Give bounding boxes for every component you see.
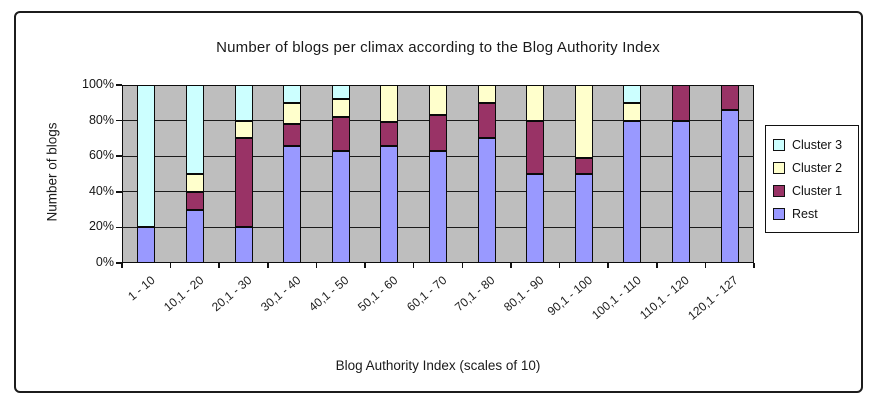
x-axis-tick-mark [607, 263, 609, 268]
bar-segment-cluster-1 [574, 157, 593, 174]
bar-segment-rest [331, 150, 350, 263]
legend-color-swatch [773, 207, 785, 220]
bar-segment-cluster-1 [429, 115, 447, 151]
legend-label: Rest [792, 206, 818, 221]
bar-segment-cluster-1 [331, 117, 350, 151]
legend-color-swatch [773, 161, 785, 174]
y-axis-tick-label: 20% [88, 219, 114, 234]
legend-label: Cluster 2 [792, 160, 843, 175]
bar-segment-rest [380, 145, 399, 263]
bar-segment-cluster-2 [234, 120, 253, 139]
x-axis-tick-mark [655, 263, 658, 268]
bar-segment-rest [623, 120, 642, 263]
x-axis-tick-mark [412, 263, 415, 268]
x-axis-tick-mark [169, 263, 172, 268]
stacked-bar [623, 85, 642, 263]
y-axis-tick-mark [116, 191, 122, 193]
y-axis-tick-mark [116, 84, 122, 86]
y-axis-tick-mark [116, 155, 122, 157]
legend-color-swatch [773, 184, 785, 197]
y-axis-tick-mark [116, 119, 122, 122]
x-axis-tick-mark [753, 263, 755, 268]
bar-segment-cluster-1 [477, 102, 496, 139]
y-axis-tick-mark [116, 226, 122, 229]
bar-segment-cluster-3 [623, 85, 642, 103]
x-axis-tick-mark [218, 263, 221, 268]
bar-segment-cluster-3 [137, 85, 156, 228]
stacked-bar [380, 85, 399, 263]
y-axis-tick-label: 60% [88, 148, 114, 163]
bar-segment-cluster-1 [672, 85, 691, 121]
bar-segment-cluster-2 [185, 174, 204, 192]
legend-label: Cluster 1 [792, 183, 843, 198]
bar-segment-rest [185, 209, 204, 263]
stacked-bar [720, 85, 739, 263]
bar-segment-cluster-3 [283, 85, 302, 103]
y-axis-title: Number of blogs [44, 122, 60, 222]
x-axis-tick-mark [558, 263, 561, 268]
y-axis-tick-label: 40% [88, 183, 114, 198]
bar-segment-cluster-1 [380, 122, 399, 146]
legend-label: Cluster 3 [792, 137, 843, 152]
stacked-bar [526, 85, 545, 263]
bar-segment-cluster-1 [720, 85, 739, 110]
bar-segment-cluster-2 [477, 85, 496, 103]
bar-segment-rest [526, 174, 545, 263]
bar-segment-cluster-1 [526, 120, 545, 174]
bar-segment-cluster-3 [234, 85, 253, 121]
bar-segment-cluster-1 [185, 191, 204, 210]
bar-segment-cluster-2 [526, 85, 545, 121]
x-axis-tick-mark [315, 263, 318, 268]
x-axis-tick-mark [364, 263, 366, 268]
bar-segment-cluster-1 [283, 124, 302, 146]
bar-segment-rest [574, 174, 593, 263]
y-axis-tick-mark [116, 262, 122, 264]
bar-segment-cluster-2 [574, 85, 593, 158]
y-axis-tick-label: 100% [82, 77, 114, 91]
stacked-bar [429, 85, 447, 263]
stacked-bar [331, 85, 350, 263]
bar-segment-rest [283, 145, 302, 263]
y-axis-tick-label: 80% [88, 112, 114, 127]
bar-segment-rest [234, 227, 253, 263]
stacked-bar [574, 85, 593, 263]
legend-item-cluster-3: Cluster 3 [773, 133, 852, 156]
legend-item-cluster-2: Cluster 2 [773, 156, 852, 179]
legend-color-swatch [773, 138, 785, 151]
stacked-bar [283, 85, 302, 263]
bar-segment-cluster-3 [331, 85, 350, 100]
stacked-bar [234, 85, 253, 263]
x-axis-title: Blog Authority Index (scales of 10) [335, 358, 541, 373]
y-axis-tick-label: 0% [95, 255, 114, 269]
legend-item-rest: Rest [773, 202, 852, 225]
bar-segment-rest [429, 150, 447, 263]
x-axis-tick-mark [510, 263, 512, 268]
bar-segment-cluster-2 [331, 99, 350, 118]
x-axis-tick-mark [704, 263, 707, 268]
bar-segment-rest [477, 138, 496, 263]
chart-title: Number of blogs per climax according to … [216, 39, 660, 56]
bar-segment-rest [137, 227, 156, 263]
bar-segment-rest [672, 120, 691, 263]
bar-segment-cluster-1 [234, 138, 253, 228]
bar-segment-cluster-2 [623, 102, 642, 121]
stacked-bar [477, 85, 496, 263]
legend-item-cluster-1: Cluster 1 [773, 179, 852, 202]
bar-segment-cluster-2 [380, 85, 399, 123]
x-axis-tick-mark [121, 263, 123, 268]
legend: Cluster 3 Cluster 2 Cluster 1 Rest [765, 125, 859, 233]
stacked-bar [672, 85, 691, 263]
bar-segment-cluster-2 [283, 102, 302, 125]
x-axis-tick-mark [461, 263, 464, 268]
stacked-bar [185, 85, 204, 263]
bar-segment-cluster-2 [429, 85, 447, 116]
stacked-bar [137, 85, 156, 263]
bar-segment-cluster-3 [185, 85, 204, 174]
bar-segment-rest [720, 109, 739, 263]
x-axis-tick-mark [267, 263, 269, 268]
